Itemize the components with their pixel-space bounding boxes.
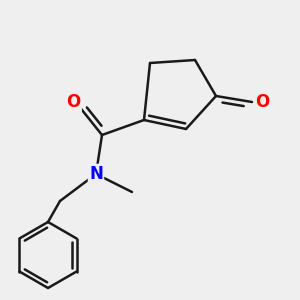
Text: N: N xyxy=(89,165,103,183)
Text: O: O xyxy=(255,93,270,111)
Text: O: O xyxy=(66,93,81,111)
